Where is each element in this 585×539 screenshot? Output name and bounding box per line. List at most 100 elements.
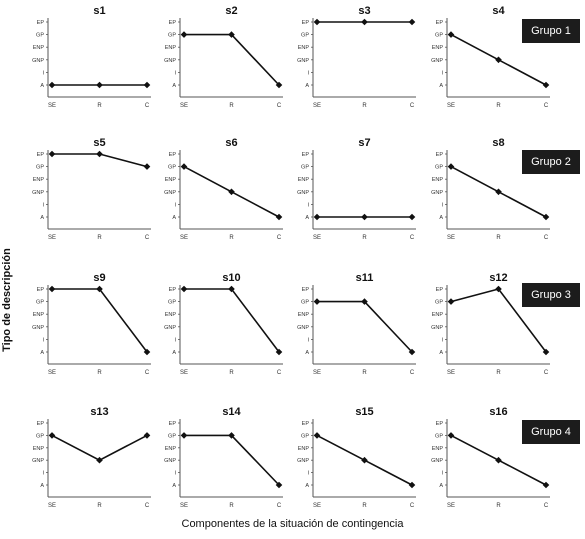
x-tick-label: C	[544, 503, 549, 509]
y-tick-label: GNP	[32, 325, 44, 331]
panel-s14: s14 AI GNP ENP GP EP SE R C	[164, 406, 283, 509]
y-axis-title: Tipo de descripción	[1, 248, 13, 352]
x-tick-label: C	[544, 103, 549, 109]
data-point	[361, 298, 368, 305]
y-tick-label: ENP	[298, 446, 310, 452]
panel-s3: s3 A I GNP ENP GP EP SE R C	[297, 5, 416, 109]
y-tick-label: GNP	[297, 325, 309, 331]
y-tick-label: I	[42, 337, 44, 343]
y-tick-label: A	[40, 483, 44, 489]
data-point	[275, 481, 283, 489]
data-point	[96, 285, 103, 293]
data-point	[361, 213, 368, 221]
y-tick-label: GNP	[431, 458, 443, 464]
x-tick-label: C	[277, 503, 282, 509]
data-point	[408, 18, 416, 26]
x-tick-label: SE	[313, 235, 321, 241]
y-tick-label: A	[439, 215, 443, 221]
panel-title: s11	[356, 272, 374, 284]
panel-title: s3	[358, 5, 370, 17]
data-point	[228, 432, 235, 439]
x-tick-label: C	[410, 370, 415, 376]
x-tick-label: R	[496, 235, 501, 241]
x-tick-label: R	[229, 103, 234, 109]
y-tick-label: A	[305, 83, 309, 89]
y-tick-label: ENP	[165, 177, 177, 183]
y-tick-label: I	[441, 70, 443, 76]
data-point	[447, 31, 455, 38]
x-tick-label: C	[410, 235, 415, 241]
x-tick-label: SE	[48, 103, 56, 109]
y-tick-label: GP	[301, 300, 309, 306]
x-tick-label: R	[97, 370, 102, 376]
panel-title: s10	[222, 272, 240, 284]
y-tick-label: A	[439, 483, 443, 489]
y-tick-label: EP	[169, 20, 177, 26]
data-point	[228, 285, 235, 293]
y-tick-label: I	[42, 202, 44, 208]
x-tick-label: SE	[48, 235, 56, 241]
y-tick-label: EP	[302, 421, 310, 427]
panel-s2: s2 A I GNP ENP GP EP SE R C	[164, 5, 283, 109]
x-tick-label: R	[97, 103, 102, 109]
x-tick-label: R	[362, 503, 367, 509]
y-tick-label: GP	[301, 33, 309, 39]
x-tick-label: C	[277, 370, 282, 376]
y-tick-label: GNP	[431, 58, 443, 64]
panel-title: s6	[225, 137, 237, 149]
panel-title: s4	[492, 5, 505, 17]
x-tick-label: R	[97, 503, 102, 509]
y-tick-label: GNP	[297, 458, 309, 464]
y-tick-label: A	[172, 215, 176, 221]
panel-s16: s16 AI GNP ENP GP EP SE R C	[431, 406, 550, 509]
y-tick-label: I	[174, 70, 176, 76]
y-tick-label: GP	[435, 33, 443, 39]
panel-s12: s12 A I GNP ENP GP EP SE R C	[431, 272, 550, 376]
y-tick-label: GNP	[431, 190, 443, 196]
y-tick-label: A	[305, 350, 309, 356]
data-point	[361, 456, 368, 464]
data-point	[542, 213, 550, 221]
data-point	[275, 213, 283, 221]
panel-title: s13	[90, 406, 108, 418]
data-point	[48, 81, 56, 89]
data-point	[447, 298, 455, 305]
y-tick-label: GP	[435, 300, 443, 306]
data-point	[48, 150, 56, 158]
y-tick-label: GNP	[164, 458, 176, 464]
data-point	[228, 31, 235, 38]
x-tick-label: R	[97, 235, 102, 241]
data-point	[143, 432, 151, 439]
data-point	[408, 481, 416, 489]
y-tick-label: ENP	[33, 177, 45, 183]
x-tick-label: SE	[180, 103, 188, 109]
data-point	[495, 456, 502, 464]
y-tick-label: EP	[37, 152, 45, 158]
data-point	[96, 81, 103, 89]
y-tick-label: EP	[436, 287, 444, 293]
x-tick-label: SE	[447, 503, 455, 509]
y-tick-label: A	[40, 83, 44, 89]
panel-title: s15	[355, 406, 373, 418]
data-point	[313, 432, 321, 439]
panel-title: s2	[225, 5, 237, 17]
series-line	[184, 434, 280, 486]
x-tick-label: R	[229, 235, 234, 241]
group-tag-3: Grupo 3	[522, 283, 580, 307]
x-tick-label: C	[544, 370, 549, 376]
x-tick-label: SE	[48, 503, 56, 509]
series-line	[52, 288, 148, 353]
panel-title: s9	[93, 272, 105, 284]
x-tick-label: C	[145, 503, 150, 509]
x-tick-label: R	[229, 370, 234, 376]
data-point	[408, 213, 416, 221]
x-tick-label: SE	[313, 103, 321, 109]
y-tick-label: I	[307, 471, 309, 477]
series-line	[51, 434, 148, 462]
y-tick-label: GNP	[164, 58, 176, 64]
data-point	[447, 432, 455, 439]
data-point	[313, 213, 321, 221]
y-tick-label: I	[307, 70, 309, 76]
data-point	[313, 18, 321, 26]
y-tick-label: I	[42, 70, 44, 76]
